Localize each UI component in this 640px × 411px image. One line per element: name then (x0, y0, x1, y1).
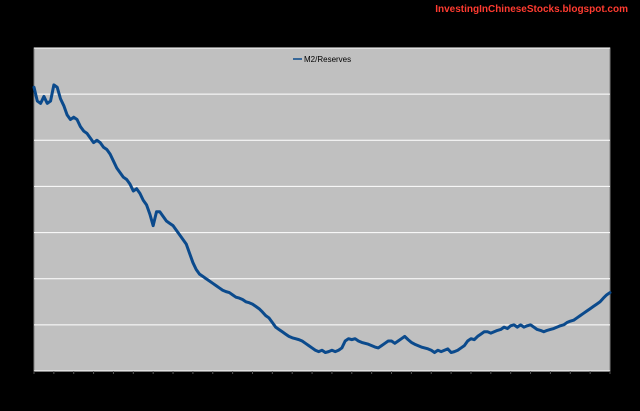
x-tick-label: 07-07 (283, 376, 302, 385)
x-tick-label: 07-06 (243, 376, 262, 385)
y-tick-label: 20 (19, 367, 28, 376)
x-tick-label: 07-05 (203, 376, 222, 385)
y-tick-label: 40 (19, 275, 28, 284)
chart-subtitle: M2 货币供应量 vs 外汇储备 (243, 28, 398, 43)
x-tick-label: 07-13 (521, 376, 540, 385)
x-tick-label: 07-10 (402, 376, 421, 385)
x-tick-label: 07-03 (124, 376, 143, 385)
grid-lines (34, 47, 610, 372)
y-tick-label: 60 (19, 182, 28, 191)
y-tick-label: 90 (19, 44, 28, 53)
x-tick-label: 07-01 (44, 376, 63, 385)
series-layer (32, 83, 612, 355)
x-tick-label: 01-08 (302, 376, 321, 385)
x-tick-label: 07-14 (561, 376, 580, 385)
watermark-text: InvestingInChineseStocks.blogspot.com (435, 4, 628, 15)
x-tick-label: 07-15 (600, 376, 619, 385)
x-tick-label: 01-01 (24, 376, 43, 385)
x-tick-label: 01-04 (144, 376, 163, 385)
x-tick-label: 07-08 (322, 376, 341, 385)
legend: M2/Reserves (293, 55, 351, 64)
chart-title: China Money Supply vs FX Reserves (211, 13, 430, 27)
y-tick-label: 70 (19, 136, 28, 145)
x-tick-label: 01-09 (342, 376, 361, 385)
legend-label-m2-reserves: M2/Reserves (304, 55, 351, 64)
x-tick-label: 07-12 (481, 376, 500, 385)
x-tick-label: 01-14 (541, 376, 560, 385)
x-tick-label: 01-13 (501, 376, 520, 385)
x-tick-label: 01-06 (223, 376, 242, 385)
x-tick-label: 01-15 (581, 376, 600, 385)
series-line-m2-reserves (32, 83, 612, 355)
x-tick-label: 07-02 (84, 376, 103, 385)
x-tick-label: 01-11 (422, 376, 441, 385)
x-tick-label: 01-07 (263, 376, 282, 385)
x-tick-label: 07-04 (163, 376, 182, 385)
x-tick-label: 01-12 (461, 376, 480, 385)
x-tick-label: 07-11 (442, 376, 461, 385)
x-tick-label: 01-03 (104, 376, 123, 385)
plot-area (33, 47, 611, 372)
y-tick-label: 50 (19, 229, 28, 238)
y-axis: 20 30 40 50 60 70 80 90 (19, 44, 28, 376)
x-tick-label: 01-10 (382, 376, 401, 385)
x-tick-label: 07-09 (362, 376, 381, 385)
x-axis: 01-01 07-01 01-02 07-02 01-03 07-03 01-04 07-04… (24, 371, 620, 385)
x-tick-label: 01-02 (64, 376, 83, 385)
x-tick-label: 01-05 (183, 376, 202, 385)
y-tick-label: 30 (19, 321, 28, 330)
y-tick-label: 80 (19, 90, 28, 99)
